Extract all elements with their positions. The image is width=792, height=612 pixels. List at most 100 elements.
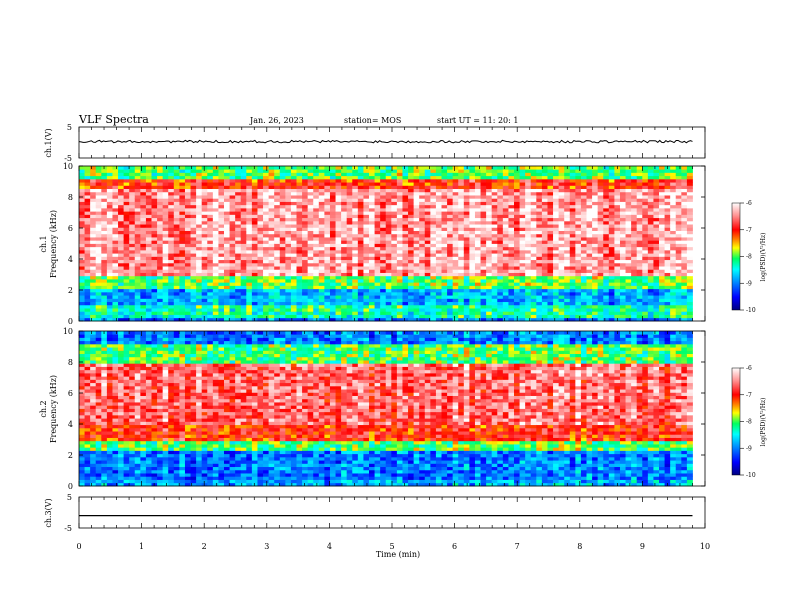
spectrogram-cell (491, 285, 498, 290)
spectrogram-cell (84, 182, 91, 186)
spectrogram-cell (530, 262, 537, 267)
spectrogram-cell (603, 279, 610, 283)
spectrogram-cell (123, 182, 130, 186)
spectrogram-cell (525, 256, 532, 261)
spectrogram-cell (402, 272, 409, 277)
spectrogram-cell (625, 214, 632, 219)
spectrogram-cell (101, 227, 108, 231)
spectrogram-cell (201, 195, 208, 199)
spectrogram-cell (586, 211, 593, 215)
spectrogram-cell (134, 207, 141, 212)
spectrogram-cell (157, 175, 164, 180)
spectrogram-cell (491, 272, 498, 277)
spectrogram-cell (346, 282, 353, 286)
spectrogram-cell (469, 269, 476, 273)
spectrogram-cell (357, 240, 364, 244)
spectrogram-cell (324, 227, 331, 231)
spectrogram-cell (263, 288, 270, 293)
spectrogram-cell (251, 288, 258, 293)
spectrogram-cell (569, 308, 576, 312)
spectrogram-cell (218, 266, 225, 270)
spectrogram-cell (586, 317, 593, 322)
spectrogram-cell (469, 256, 476, 261)
spectrogram-cell (179, 253, 186, 257)
spectrogram-cell (296, 269, 303, 273)
spectrogram-cell (653, 198, 660, 202)
spectrogram-cell (525, 295, 532, 299)
spectrogram-cell (558, 191, 565, 196)
spectrogram-cell (631, 288, 638, 293)
spectrogram-cell (525, 253, 532, 257)
spectrogram-cell (101, 217, 108, 222)
spectrogram-cell (419, 256, 426, 261)
spectrogram-cell (263, 227, 270, 231)
spectrogram-cell (396, 314, 403, 319)
spectrogram-cell (564, 259, 571, 264)
spectrogram-cell (391, 288, 398, 293)
spectrogram-cell (631, 172, 638, 177)
spectrogram-cell (335, 266, 342, 270)
spectrogram-cell (274, 291, 281, 296)
spectrogram-cell (263, 237, 270, 241)
spectrogram-cell (318, 169, 325, 173)
spectrogram-cell (452, 246, 459, 251)
spectrogram-cell (558, 237, 565, 241)
spectrogram-cell (530, 285, 537, 290)
spectrogram-cell (173, 204, 180, 209)
spectrogram-cell (352, 256, 359, 261)
spectrogram-cell (497, 253, 504, 257)
spectrogram-cell (296, 198, 303, 202)
spectrogram-cell (614, 240, 621, 244)
spectrogram-cell (547, 172, 554, 177)
spectrogram-cell (257, 288, 264, 293)
spectrogram-cell (274, 298, 281, 303)
spectrogram-cell (346, 188, 353, 193)
spectrogram-cell (268, 230, 275, 235)
spectrogram-cell (491, 262, 498, 267)
spectrogram-cell (625, 240, 632, 244)
spectrogram-cell (246, 285, 253, 290)
spectrogram-cell (257, 198, 264, 202)
spectrogram-cell (536, 272, 543, 277)
spectrogram-cell (268, 246, 275, 251)
spectrogram-cell (352, 246, 359, 251)
spectrogram-cell (246, 272, 253, 277)
spectrogram-cell (307, 237, 314, 241)
spectrogram-cell (380, 291, 387, 296)
spectrogram-cell (313, 279, 320, 283)
spectrogram-cell (112, 249, 119, 254)
spectrogram-cell (608, 172, 615, 177)
spectrogram-cell (631, 217, 638, 222)
spectrogram-cell (519, 207, 526, 212)
spectrogram-cell (480, 224, 487, 228)
spectrogram-cell (608, 269, 615, 273)
spectrogram-cell (263, 191, 270, 196)
spectrogram-cell (636, 230, 643, 235)
spectrogram-cell (480, 230, 487, 235)
spectrogram-cell (508, 191, 515, 196)
spectrogram-cell (162, 198, 169, 202)
spectrogram-cell (474, 282, 481, 286)
spectrogram-cell (268, 172, 275, 177)
spectrogram-cell (162, 288, 169, 293)
spectrogram-cell (290, 227, 297, 231)
spectrogram-cell (569, 169, 576, 173)
spectrogram-cell (179, 227, 186, 231)
spectrogram-cell (491, 288, 498, 293)
spectrogram-cell (268, 204, 275, 209)
spectrogram-cell (173, 256, 180, 261)
spectrogram-cell (502, 204, 509, 209)
spectrogram-cell (145, 269, 152, 273)
spectrogram-cell (413, 166, 420, 170)
spectrogram-cell (184, 240, 191, 244)
spectrogram-cell (257, 279, 264, 283)
spectrogram-cell (575, 172, 582, 177)
spectrogram-cell (508, 207, 515, 212)
spectrogram-cell (569, 272, 576, 277)
spectrogram-cell (502, 304, 509, 309)
spectrogram-cell (391, 285, 398, 290)
spectrogram-cell (619, 317, 626, 322)
spectrogram-cell (285, 314, 292, 319)
spectrogram-cell (424, 246, 431, 251)
spectrogram-cell (79, 227, 85, 231)
